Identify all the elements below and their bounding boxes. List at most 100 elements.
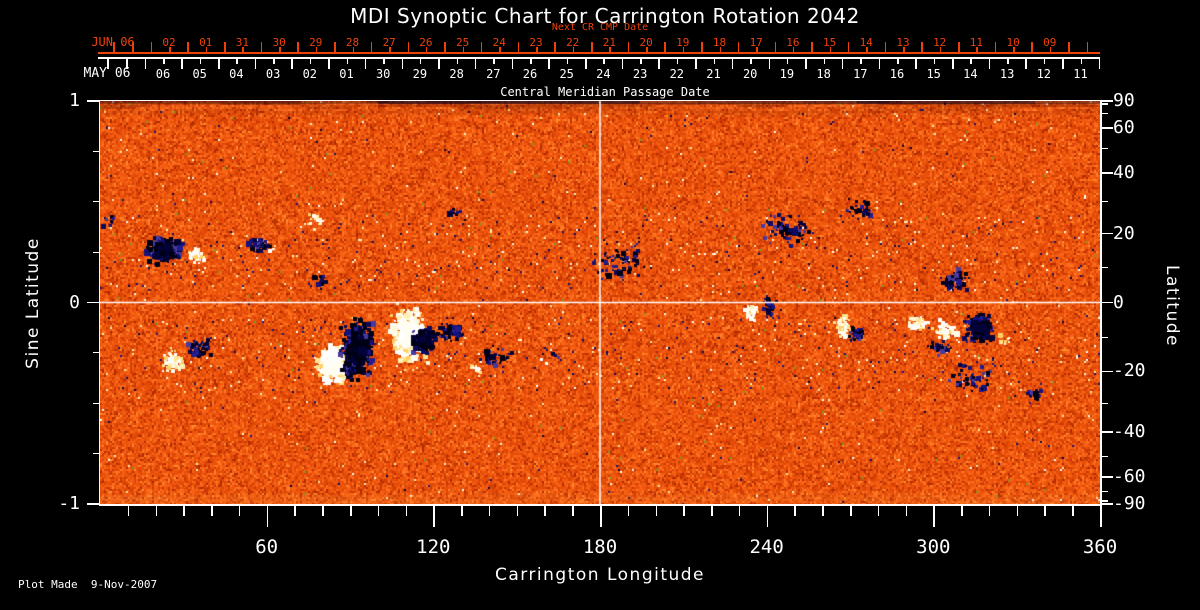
tick [516, 505, 519, 516]
tick [187, 42, 189, 52]
tick [933, 505, 935, 527]
tick [1007, 58, 1009, 64]
tick [517, 42, 520, 52]
day-label: 25 [559, 67, 574, 81]
tick [352, 47, 354, 52]
day-label: 22 [566, 36, 580, 49]
y-right-label: -90 [1113, 493, 1146, 514]
tick [181, 58, 183, 69]
tick [1101, 336, 1108, 339]
cmp-month-label: MAY 06 [83, 66, 131, 81]
day-label: 26 [419, 36, 433, 49]
tick [939, 47, 942, 52]
tick [238, 505, 241, 516]
day-label: 28 [345, 36, 360, 49]
tick [811, 42, 813, 52]
tick [444, 42, 446, 52]
tick [260, 42, 263, 52]
tick [93, 251, 100, 253]
tick [897, 58, 899, 64]
tick [132, 42, 134, 52]
tick [1025, 58, 1027, 69]
tick [884, 42, 887, 52]
next-cr-cmp-date-label: Next CR CMP Date [551, 22, 649, 33]
tick [456, 58, 459, 64]
tick [768, 58, 771, 69]
plot-border-bottom [99, 504, 1101, 506]
tick [961, 505, 963, 516]
tick [1101, 266, 1108, 269]
tick [294, 505, 296, 516]
tick [878, 58, 881, 69]
latitude-axis-title: Latitude [1162, 265, 1182, 347]
y-right-label: 60 [1113, 116, 1135, 138]
day-label: 23 [529, 36, 543, 49]
tick [591, 42, 593, 52]
tick [1101, 232, 1113, 235]
tick [548, 58, 550, 69]
x-tick-label: 300 [916, 536, 951, 558]
tick [297, 42, 299, 52]
tick [988, 58, 991, 69]
y-left-label: 0 [69, 291, 80, 313]
tick [183, 505, 185, 516]
day-label: 30 [272, 36, 286, 49]
y-right-label: 40 [1113, 161, 1135, 183]
tick [915, 58, 917, 69]
tick [701, 42, 703, 52]
day-label: 02 [302, 67, 318, 81]
day-label: 21 [602, 36, 617, 49]
tick [655, 505, 658, 516]
tick [1101, 301, 1113, 304]
day-label: 15 [926, 67, 941, 81]
tick [1086, 42, 1088, 52]
chart-title: MDI Synoptic Chart for Carrington Rotati… [350, 4, 860, 28]
tick [1072, 505, 1074, 516]
tick [1101, 500, 1108, 502]
tick [1044, 505, 1046, 516]
day-label: 24 [596, 67, 611, 81]
day-label: 27 [382, 36, 396, 49]
tick [488, 505, 491, 516]
tick [1031, 42, 1033, 52]
day-label: 27 [486, 67, 501, 81]
tick [242, 47, 244, 52]
tick [627, 505, 630, 516]
tick [905, 505, 908, 516]
tick [1101, 103, 1108, 105]
tick [1101, 431, 1113, 433]
tick [236, 58, 238, 64]
tick [640, 58, 642, 64]
tick [976, 47, 978, 52]
tick [530, 58, 532, 64]
next-cr-axis-line [98, 52, 1100, 54]
day-label: 19 [779, 67, 795, 81]
tick [1049, 47, 1052, 52]
day-label: 21 [706, 67, 721, 81]
day-label: 20 [639, 36, 653, 49]
tick [719, 47, 721, 52]
tick [350, 505, 352, 516]
tick [461, 505, 463, 516]
day-label: 16 [786, 36, 800, 49]
tick [493, 58, 495, 64]
tick [536, 47, 538, 52]
day-label: 26 [522, 67, 538, 81]
tick [401, 58, 404, 69]
plot-made-text: Plot Made 9-Nov-2007 [18, 578, 158, 591]
day-label: 29 [412, 67, 428, 81]
y-right-label: -40 [1113, 421, 1146, 443]
tick [1080, 58, 1082, 64]
tick [711, 505, 713, 516]
y-left-label: -1 [58, 493, 80, 514]
tick [511, 58, 514, 69]
tick [850, 505, 852, 516]
tick [585, 58, 587, 69]
y-right-label: 90 [1113, 90, 1135, 111]
tick [738, 505, 741, 516]
tick [786, 58, 789, 64]
tick [792, 47, 795, 52]
day-label: 17 [853, 67, 868, 81]
day-label: 11 [1073, 67, 1088, 81]
tick [144, 58, 147, 69]
